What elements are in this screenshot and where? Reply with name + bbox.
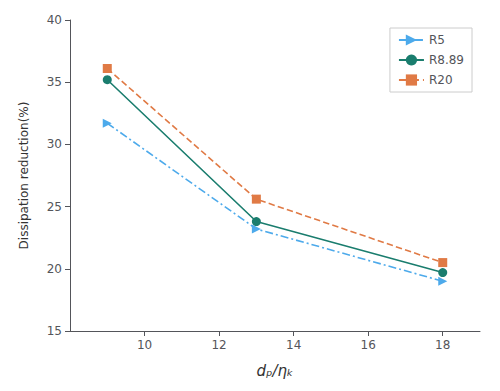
svg-text:14: 14 <box>286 338 301 352</box>
svg-text:20: 20 <box>47 262 62 276</box>
svg-text:40: 40 <box>47 13 62 27</box>
svg-text:Dissipation reduction(%): Dissipation reduction(%) <box>17 102 31 250</box>
svg-text:12: 12 <box>211 338 226 352</box>
svg-text:R20: R20 <box>429 73 453 87</box>
svg-text:dₚ/ηₖ: dₚ/ηₖ <box>257 362 294 380</box>
svg-text:15: 15 <box>47 324 62 338</box>
svg-text:35: 35 <box>47 75 62 89</box>
svg-text:16: 16 <box>361 338 376 352</box>
svg-text:10: 10 <box>137 338 152 352</box>
svg-text:R5: R5 <box>429 33 445 47</box>
svg-text:25: 25 <box>47 200 62 214</box>
svg-text:18: 18 <box>435 338 450 352</box>
svg-text:R8.89: R8.89 <box>429 53 464 67</box>
svg-text:30: 30 <box>47 137 62 151</box>
